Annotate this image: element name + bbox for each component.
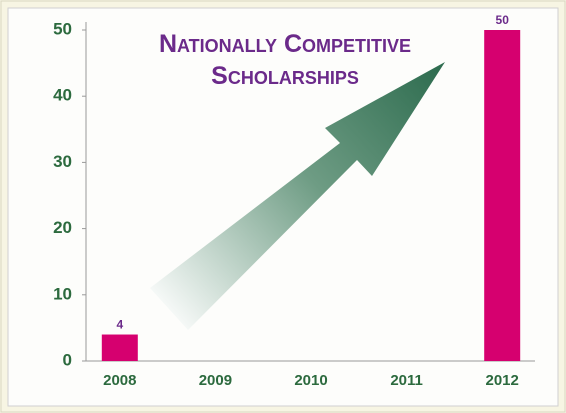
x-tick-label: 2011 xyxy=(390,372,423,389)
y-tick-label: 30 xyxy=(53,152,72,171)
y-tick-label: 0 xyxy=(63,350,72,369)
bar xyxy=(484,30,521,361)
data-label: 50 xyxy=(496,13,510,27)
data-label: 4 xyxy=(116,318,123,332)
y-tick-label: 20 xyxy=(53,218,72,237)
y-tick-label: 10 xyxy=(53,284,72,303)
bar xyxy=(101,334,138,361)
x-tick-label: 2010 xyxy=(294,372,327,389)
arrow xyxy=(150,62,445,330)
x-tick-label: 2012 xyxy=(486,372,519,389)
chart-title: Nationally Competitive Scholarships xyxy=(159,30,411,90)
x-tick-label: 2008 xyxy=(103,372,136,389)
x-tick-label: 2009 xyxy=(199,372,232,389)
y-tick-label: 50 xyxy=(53,19,72,38)
y-tick-label: 40 xyxy=(53,86,72,105)
